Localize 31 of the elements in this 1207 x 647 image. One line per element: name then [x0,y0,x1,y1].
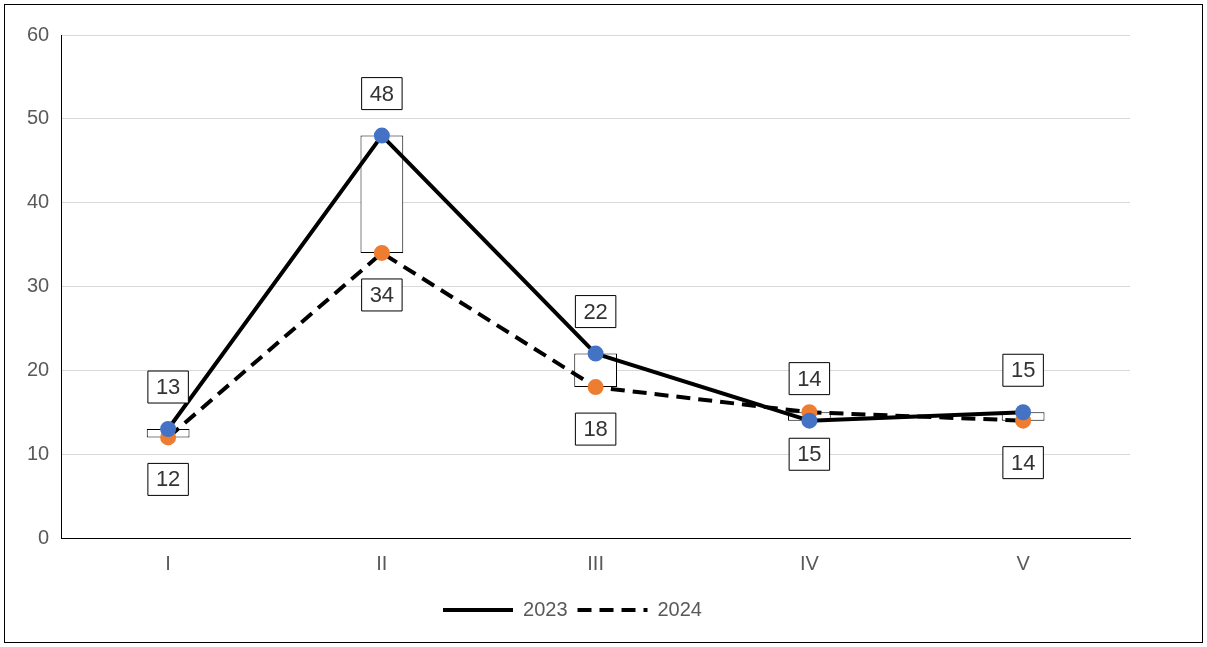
x-tick-label: III [587,551,604,574]
x-tick-label: V [1016,551,1031,574]
y-tick-label: 40 [27,190,50,213]
y-tick-label: 10 [27,441,50,464]
y-tick-label: 30 [27,274,50,297]
data-label: 48 [369,80,395,106]
data-label: 18 [583,416,608,442]
y-tick-label: 60 [27,22,50,45]
data-label: 14 [797,365,822,391]
point [373,244,390,261]
point [801,412,818,429]
data-label: 14 [1010,449,1036,475]
point [587,345,604,362]
x-tick-label: I [165,551,171,574]
y-tick-label: 20 [27,357,50,380]
data-label: 15 [797,441,822,467]
data-label: 15 [1010,357,1036,383]
point [160,421,177,438]
data-label: 34 [369,282,395,308]
y-tick-label: 0 [38,525,50,548]
point [1015,404,1032,421]
data-label: 13 [155,374,181,400]
y-tick-label: 50 [27,106,50,129]
x-tick-label: II [376,551,388,574]
point [587,379,604,396]
legend-label: 2023 [523,597,568,620]
x-tick-label: IV [799,551,820,574]
data-label: 22 [583,298,608,324]
data-label: 12 [155,466,181,492]
legend-label: 2024 [657,597,702,620]
point [373,127,390,144]
